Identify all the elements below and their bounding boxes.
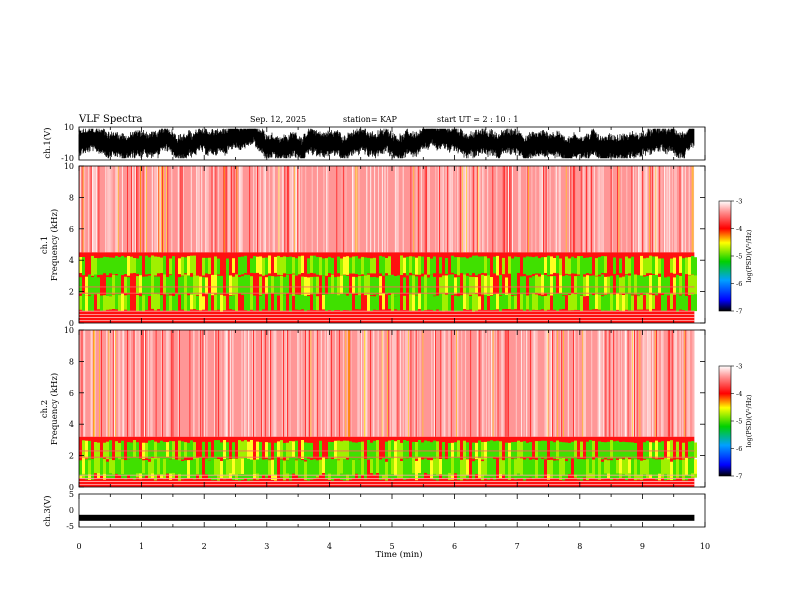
- x-tick-label: 2: [202, 542, 207, 551]
- x-tick-label: 3: [264, 542, 269, 551]
- spec2-ytick-label: 10: [64, 326, 74, 335]
- spec2-ytick-label: 4: [69, 420, 74, 429]
- ch2-spectrogram-image: [79, 330, 697, 487]
- spec1-ytick-label: 2: [69, 288, 74, 297]
- colorbar-tick-label: -5: [736, 253, 742, 261]
- ch2-colorbar: [718, 365, 732, 477]
- spec2-ytick-label: 8: [69, 357, 74, 366]
- x-tick-label: 0: [76, 542, 81, 551]
- x-axis-label: Time (min): [375, 549, 422, 560]
- figure-title: VLF Spectra: [78, 114, 143, 125]
- spec2-ytick-label: 2: [69, 452, 74, 461]
- ch1-waveform-panel: 10 -10 ch.1(V): [42, 123, 706, 163]
- colorbar-tick-label: -6: [736, 445, 742, 453]
- colorbar-tick-label: -7: [736, 308, 742, 316]
- x-tick-label: 4: [327, 542, 332, 551]
- colorbar-tick-label: -4: [736, 390, 742, 398]
- ch1-colorbar: [718, 200, 732, 312]
- ch1-spectrogram-ylabel: Frequency (kHz): [49, 209, 60, 281]
- ch1-colorbar-label: log(PSD)(V²/Hz): [745, 229, 753, 282]
- ch1-ytick-bottom: -10: [61, 154, 74, 163]
- x-tick-label: 7: [515, 542, 520, 551]
- ch3-waveform-panel: 5 0 -5 ch.3(V): [42, 490, 706, 531]
- start-time-label: start UT = 2 : 10 : 1: [437, 115, 518, 124]
- x-axis-ticks: [78, 127, 706, 527]
- spec1-ytick-label: 4: [69, 256, 74, 265]
- colorbar-tick-label: -7: [736, 473, 742, 481]
- ch1-spectrogram-ylabel-channel: ch.1: [40, 236, 50, 254]
- ch1-waveform-trace: [78, 128, 695, 159]
- spec1-ytick-label: 6: [69, 225, 74, 234]
- x-tick-label: 9: [640, 542, 645, 551]
- ch3-ytick-mid: 0: [69, 506, 74, 515]
- ch3-waveform-ylabel: ch.3(V): [42, 495, 53, 526]
- date-label: Sep. 12, 2025: [250, 115, 306, 124]
- x-tick-label: 10: [700, 542, 710, 551]
- spec2-ytick-label: 6: [69, 389, 74, 398]
- ch1-spectrogram-image: [79, 166, 697, 323]
- colorbar-tick-label: -3: [736, 198, 742, 206]
- ch3-ytick-top: 5: [69, 490, 74, 499]
- ch2-spectrogram-ylabel: Frequency (kHz): [49, 373, 60, 445]
- ch1-ytick-top: 10: [64, 123, 74, 132]
- x-tick-label: 8: [577, 542, 582, 551]
- ch1-waveform-ylabel: ch.1(V): [42, 127, 53, 158]
- ch3-waveform-frame: [78, 493, 706, 528]
- ch3-waveform-trace: [79, 514, 695, 521]
- x-tick-label: 1: [139, 542, 144, 551]
- colorbar-tick-label: -5: [736, 418, 742, 426]
- spec1-ytick-label: 0: [69, 319, 74, 328]
- spec1-ytick-label: 8: [69, 193, 74, 202]
- station-label: station= KAP: [343, 115, 398, 124]
- x-tick-label: 5: [389, 542, 394, 551]
- x-axis-tick-labels: 0 1 2 3 4 5 6 7 8 9 10: [76, 542, 710, 551]
- spec1-ytick-label: 10: [64, 162, 74, 171]
- colorbar-tick-label: -6: [736, 280, 742, 288]
- colorbar-tick-label: -4: [736, 225, 742, 233]
- ch2-colorbar-label: log(PSD)(V²/Hz): [745, 394, 753, 447]
- ch2-spectrogram-ylabel-channel: ch.2: [40, 400, 50, 418]
- colorbar-tick-label: -3: [736, 363, 742, 371]
- ch3-ytick-bottom: -5: [66, 522, 74, 531]
- x-tick-label: 6: [452, 542, 457, 551]
- spec2-ytick-label: 0: [69, 483, 74, 492]
